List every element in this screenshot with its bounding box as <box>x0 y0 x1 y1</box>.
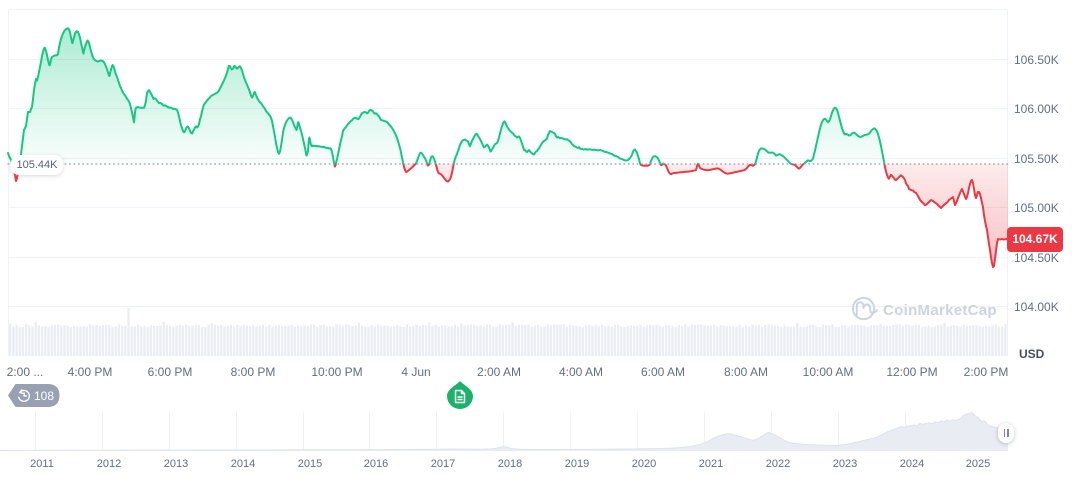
svg-text:108: 108 <box>34 389 54 403</box>
